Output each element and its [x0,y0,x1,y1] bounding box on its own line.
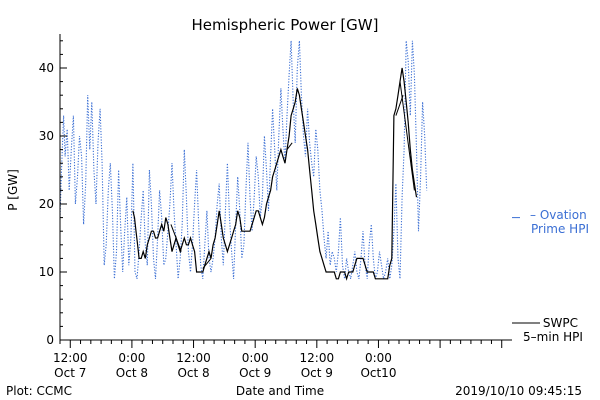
y-tick-label: 20 [39,197,54,211]
y-tick-label: 0 [46,333,54,347]
x-tick-label-time: 0:00 [118,351,145,365]
x-tick-label-time: 0:00 [365,351,392,365]
plot-credit: Plot: CCMC [6,384,72,398]
series-line-swpc-5min-hpi [132,67,418,281]
series-layer [60,40,428,281]
ovation-label-line1: – Ovation [530,208,587,222]
y-tick-label: 30 [39,129,54,143]
overlay-segment-2 [286,142,293,150]
x-tick-label-time: 0:00 [242,351,269,365]
x-tick-label-date: Oct 9 [239,366,271,380]
x-tick-label-date: Oct 8 [116,366,148,380]
x-axis-label: Date and Time [236,384,324,398]
overlay-segment-0 [170,224,182,252]
x-tick-label-date: Oct 8 [177,366,209,380]
series-line-ovation-prime-hpi [60,40,428,279]
x-tick-label-date: Oct10 [360,366,396,380]
x-tick-label-time: 12:00 [300,351,335,365]
overlay-segment-1 [202,258,212,269]
y-tick-label: 40 [39,61,54,75]
ovation-label-line2: Prime HPI [531,222,589,236]
x-tick-label-time: 12:00 [176,351,211,365]
swpc-label-line1: SWPC [543,316,578,330]
y-axis-label: P [GW] [6,169,20,211]
swpc-label-line2: 5–min HPI [523,330,583,344]
x-tick-label-time: 12:00 [53,351,88,365]
x-tick-label-date: Oct 9 [301,366,333,380]
plot-timestamp: 2019/10/10 09:45:15 [455,384,582,398]
y-tick-label: 10 [39,265,54,279]
x-tick-label-date: Oct 7 [54,366,86,380]
chart-title: Hemispheric Power [GW] [192,16,379,34]
overlay-segment-4 [399,81,415,191]
